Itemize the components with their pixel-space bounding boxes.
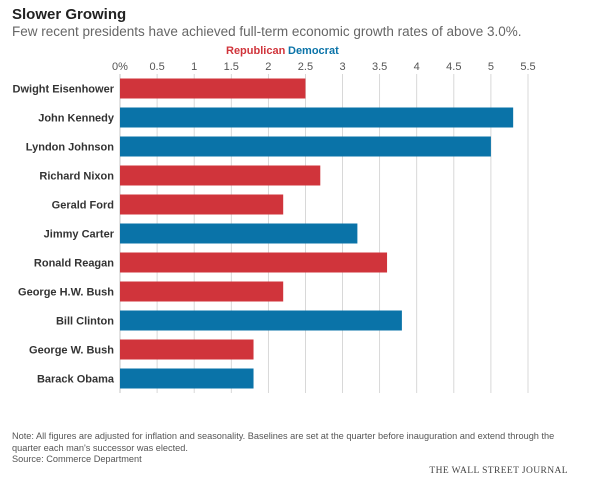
category-label: Jimmy Carter — [44, 229, 115, 241]
x-tick-label: 3 — [339, 61, 345, 73]
chart-subtitle: Few recent presidents have achieved full… — [12, 24, 522, 39]
x-tick-label: 2 — [265, 61, 271, 73]
x-tick-label: 1 — [191, 61, 197, 73]
category-label: Lyndon Johnson — [26, 142, 114, 154]
category-label: Bill Clinton — [56, 316, 114, 328]
category-label: John Kennedy — [38, 113, 115, 125]
bar — [120, 194, 284, 215]
chart-source: Source: Commerce Department — [12, 454, 142, 464]
x-tick-label: 3.5 — [372, 61, 387, 73]
category-label: Barack Obama — [37, 374, 115, 386]
bar — [120, 368, 254, 389]
publisher-logo: THE WALL STREET JOURNAL — [429, 466, 568, 476]
bar — [120, 136, 491, 157]
x-tick-label: 4 — [414, 61, 420, 73]
x-tick-label: 0% — [112, 61, 128, 73]
bar — [120, 281, 284, 302]
x-tick-label: 2.5 — [298, 61, 313, 73]
x-tick-label: 5.5 — [520, 61, 535, 73]
legend-republican: Republican — [226, 45, 286, 57]
bar — [120, 107, 514, 128]
category-label: George W. Bush — [29, 345, 114, 357]
bar — [120, 78, 306, 99]
category-label: Ronald Reagan — [34, 258, 114, 270]
bar-chart: 0% 0.5 1 1.5 2 2.5 3 3.5 4 4.5 5 5.5 Dwight Eisenhow… — [13, 61, 536, 393]
legend-democrat: Democrat — [288, 45, 339, 57]
category-label: Gerald Ford — [52, 200, 114, 212]
x-tick-label: 5 — [488, 61, 494, 73]
bar — [120, 310, 402, 331]
chart-title: Slower Growing — [12, 6, 127, 23]
category-label: George H.W. Bush — [18, 287, 114, 299]
category-label: Dwight Eisenhower — [13, 84, 115, 96]
x-tick-label: 0.5 — [149, 61, 164, 73]
bar — [120, 165, 321, 186]
x-tick-label: 4.5 — [446, 61, 461, 73]
bar — [120, 339, 254, 360]
chart-note: Note: All figures are adjusted for infla… — [12, 431, 555, 453]
x-tick-label: 1.5 — [224, 61, 239, 73]
bar — [120, 223, 358, 244]
category-label: Richard Nixon — [39, 171, 114, 183]
bar — [120, 252, 388, 273]
